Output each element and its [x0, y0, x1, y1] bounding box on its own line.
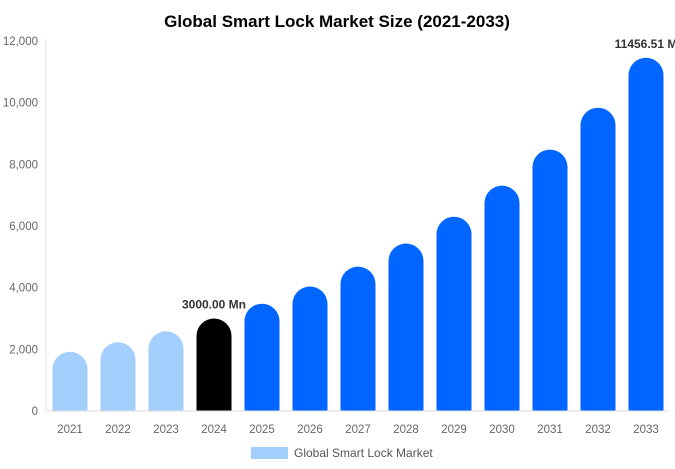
- x-tick-label: 2027: [345, 424, 371, 436]
- bar-2026[interactable]: [292, 286, 328, 411]
- bar-2033[interactable]: [628, 57, 664, 412]
- x-tick-label: 2024: [201, 424, 227, 436]
- x-tick-label: 2030: [489, 424, 515, 436]
- x-tick-label: 2028: [393, 424, 419, 436]
- bar-2025[interactable]: [244, 303, 280, 411]
- x-tick-label: 2025: [249, 424, 275, 436]
- y-tick-label: 2,000: [9, 344, 38, 356]
- x-tick-label: 2033: [633, 424, 659, 436]
- y-tick-label: 6,000: [9, 221, 38, 233]
- y-tick-label: 8,000: [9, 159, 38, 171]
- bar-2024[interactable]: [196, 318, 232, 412]
- bar-2029[interactable]: [436, 216, 472, 411]
- chart-title: Global Smart Lock Market Size (2021-2033…: [164, 12, 510, 31]
- x-tick-label: 2021: [57, 424, 83, 436]
- bar-2032[interactable]: [580, 107, 616, 412]
- bar-2027[interactable]: [340, 266, 376, 411]
- bars: [52, 57, 664, 412]
- bar-2022[interactable]: [100, 342, 136, 411]
- bar-2030[interactable]: [484, 185, 520, 411]
- x-tick-label: 2026: [297, 424, 323, 436]
- legend-label: Global Smart Lock Market: [294, 446, 433, 460]
- y-tick-label: 0: [32, 406, 38, 418]
- y-axis: 0 2,000 4,000 6,000 8,000 10,000 12,000: [3, 36, 47, 418]
- y-tick-label: 4,000: [9, 283, 38, 295]
- legend-swatch: [251, 447, 288, 459]
- x-tick-label: 2029: [441, 424, 467, 436]
- bar-2021[interactable]: [52, 351, 88, 411]
- x-tick-label: 2023: [153, 424, 179, 436]
- bar-2023[interactable]: [148, 331, 184, 411]
- data-label-2024: 3000.00 Mn: [182, 298, 246, 312]
- data-labels: 3000.00 Mn 11456.51 M: [182, 37, 675, 312]
- x-tick-label: 2031: [537, 424, 563, 436]
- legend[interactable]: Global Smart Lock Market: [251, 446, 433, 460]
- y-tick-label: 10,000: [3, 98, 38, 110]
- x-axis: 2021 2022 2023 2024 2025 2026 2027 2028 2029 2030…: [46, 410, 670, 436]
- x-tick-label: 2022: [105, 424, 131, 436]
- y-tick-label: 12,000: [3, 36, 38, 48]
- bar-2031[interactable]: [532, 149, 568, 412]
- bar-2028[interactable]: [388, 243, 424, 411]
- x-tick-label: 2032: [585, 424, 611, 436]
- data-label-2033: 11456.51 M: [615, 37, 675, 51]
